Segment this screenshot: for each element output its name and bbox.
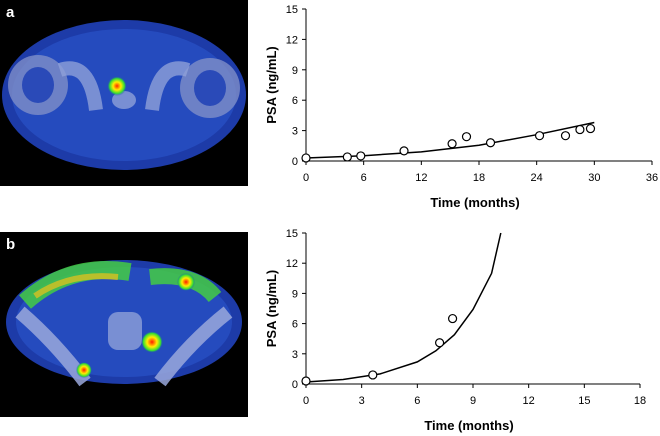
data-point [575,124,585,135]
pet-ct-scan-a-graphic [2,20,246,170]
y-axis-label: PSA (ng/mL) [264,46,279,124]
data-point [447,313,458,324]
data-point [585,123,596,134]
y-tick-label: 0 [292,379,298,391]
chart-b: 0 3 6 9 12 15 0 3 6 9 12 15 18 Time (months) PSA (ng/m… [264,228,646,433]
data-point [301,376,311,386]
x-tick-label: 6 [414,395,420,407]
x-tick-label: 0 [303,395,309,407]
data-point [356,151,366,161]
fit-curve [305,232,502,383]
x-tick-label: 18 [634,395,646,407]
y-tick-label: 9 [292,65,298,77]
data-point [301,153,311,163]
x-axis-label: Time (months) [430,195,519,210]
y-tick-label: 3 [292,349,298,361]
y-tick-label: 9 [292,288,298,300]
y-tick-label: 12 [286,34,298,46]
data-point [447,139,457,149]
data-point [534,131,545,141]
data-point [485,138,496,148]
fit-curve [305,121,595,159]
data-point [435,338,445,348]
x-tick-label: 9 [470,395,476,407]
x-axis-label: Time (months) [424,418,513,433]
x-tick-label: 18 [473,172,485,184]
y-tick-label: 15 [286,228,298,240]
pet-ct-image-a [0,0,248,186]
y-axis-label: PSA (ng/mL) [264,270,279,348]
y-tick-label: 0 [292,156,298,168]
panel-label-b: b [6,236,16,253]
x-tick-label: 6 [361,172,367,184]
data-point [461,132,472,142]
data-point [399,146,409,156]
data-point [368,370,378,380]
x-tick-label: 15 [578,395,590,407]
x-tick-label: 12 [523,395,535,407]
y-tick-label: 6 [292,95,298,107]
y-tick-label: 12 [286,258,298,270]
pet-ct-image-b [0,232,248,417]
x-tick-label: 30 [588,172,600,184]
pet-ct-scan-b-graphic [6,260,242,387]
x-tick-label: 0 [303,172,309,184]
data-point [560,131,571,141]
panel-label-a: a [6,4,15,21]
y-tick-label: 3 [292,126,298,138]
x-tick-label: 12 [415,172,427,184]
data-point [342,152,352,162]
x-tick-label: 36 [646,172,658,184]
y-tick-label: 15 [286,4,298,16]
x-tick-label: 3 [359,395,365,407]
x-tick-label: 24 [531,172,543,184]
y-tick-label: 6 [292,319,298,331]
